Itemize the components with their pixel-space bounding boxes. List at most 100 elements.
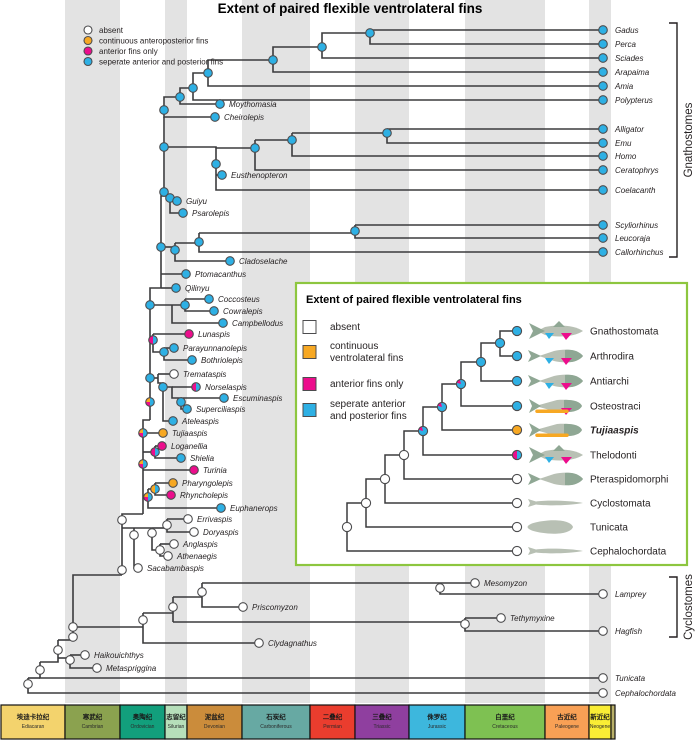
fish-body: [528, 547, 583, 555]
inset-legend-label: and posterior fins: [330, 411, 407, 422]
inset-legend-label: absent: [330, 322, 360, 333]
timescale-segment-carboniferous: 石炭纪 Carboniferous: [241, 704, 311, 740]
fish-silhouette-gale: [529, 399, 582, 415]
node-blue: [156, 242, 166, 252]
taxon-label: Moythomasia: [229, 100, 277, 109]
fin-mark-belly_o: [535, 433, 569, 437]
period-name-en: Cretaceous: [492, 724, 518, 730]
period-name-zh: 白垩纪: [495, 712, 515, 721]
legend-item: seperate anterior and posterior fins: [83, 56, 223, 66]
node-blue: [181, 269, 191, 279]
fish-silhouette-shark: [529, 321, 583, 340]
taxon-eusthenopteron: Eusthenopteron: [217, 170, 288, 180]
node-orange: [511, 424, 523, 436]
fish-fin: [528, 473, 541, 485]
taxon-tethymyxine: Tethymyxine: [496, 613, 555, 623]
fin-mark-belly_o: [535, 409, 569, 413]
node-bmw: [436, 401, 448, 413]
node-blue: [210, 112, 220, 122]
node-blue: [511, 350, 523, 362]
timescale-block: [119, 704, 166, 740]
period-name-zh: 埃迪卡拉纪: [17, 712, 50, 721]
node-blue: [158, 382, 168, 392]
inset-taxon-pteraspidomorphi: Pteraspidomorphi: [511, 472, 668, 486]
fish-fin: [564, 423, 582, 437]
taxon-label: Alligator: [614, 125, 644, 134]
node-white: [460, 619, 470, 629]
period-name-en: Cambrian: [82, 724, 104, 730]
fish-fin: [529, 447, 545, 463]
taxon-athenaegis: Athenaegis: [163, 551, 217, 561]
node-blue: [598, 165, 608, 175]
taxon-priscomyzon: Priscomyzon: [238, 602, 298, 612]
node-white: [147, 528, 157, 538]
taxon-cladoselache: Cladoselache: [225, 256, 288, 266]
period-name-zh: 侏罗纪: [427, 712, 447, 721]
node-blue: [145, 373, 155, 383]
node-blue: [598, 220, 608, 230]
node-blue: [209, 306, 219, 316]
node-white: [68, 632, 78, 642]
taxon-label: Psarolepis: [192, 209, 229, 218]
taxon-mesomyzon: Mesomyzon: [470, 578, 528, 588]
taxon-cheirolepis: Cheirolepis: [210, 112, 264, 122]
period-name-en: Jurassic: [428, 724, 447, 730]
inset-taxon-label: Tujiaaspis: [590, 426, 639, 437]
legend-item: continuous anteroposterior fins: [83, 35, 208, 45]
taxon-tujiaaspis: Tujiaaspis: [158, 428, 207, 438]
node-blue: [598, 95, 608, 105]
node-blue: [215, 99, 225, 109]
taxon-cowralepis: Cowralepis: [209, 306, 263, 316]
node-white: [129, 530, 139, 540]
fish-silhouette-eel: [528, 499, 583, 507]
inset-legend-label: seperate anterior: [330, 399, 406, 410]
taxon-label: Tethymyxine: [510, 614, 555, 623]
taxon-label: Eusthenopteron: [231, 171, 288, 180]
inset-border: [294, 281, 689, 567]
node-blue: [598, 53, 608, 63]
node-white: [254, 638, 264, 648]
node-white: [35, 665, 45, 675]
taxon-label: Superciliaspis: [196, 405, 245, 414]
taxon-bothriolepis: Bothriolepis: [187, 355, 243, 365]
taxon-ceratophrys: Ceratophrys: [598, 165, 659, 175]
node-white: [163, 551, 173, 561]
fish-fin: [528, 350, 541, 362]
period-stripe: [65, 0, 120, 703]
period-name-en: Silurian: [168, 724, 185, 730]
fish-silhouette-blob: [527, 520, 573, 534]
inset-taxon-tujiaaspis: Tujiaaspis: [511, 423, 639, 437]
node-blue: [225, 256, 235, 266]
branch: [201, 583, 243, 608]
inset-taxon-label: Osteostraci: [590, 402, 641, 413]
node-white: [598, 589, 608, 599]
timescale-block: [464, 704, 546, 740]
fish-silhouette-eel: [528, 547, 583, 555]
node-white: [470, 578, 480, 588]
taxon-label: Polypterus: [615, 96, 653, 105]
node-blue: [268, 55, 278, 65]
fin-mark-front_m: [561, 333, 572, 340]
inset-taxon-label: Antiarchi: [590, 377, 629, 388]
taxon-superciliaspis: Superciliaspis: [182, 404, 245, 414]
taxon-sacabambaspis: Sacabambaspis: [133, 563, 204, 573]
taxon-label: Tunicata: [615, 674, 646, 683]
fish-fin: [565, 472, 583, 486]
fish-fin: [553, 321, 565, 327]
node-white: [197, 587, 207, 597]
taxon-label: Errivaspis: [197, 515, 232, 524]
node-white: [511, 521, 523, 533]
timescale-segment-neogene: 新近纪 Neogene: [588, 704, 612, 740]
inset-taxon-label: Tunicata: [590, 523, 628, 534]
taxon-label: Scyliorhinus: [615, 221, 658, 230]
node-blue: [159, 105, 169, 115]
inset-legend-label: anterior fins only: [330, 379, 403, 390]
bracket-line: [669, 22, 678, 258]
taxon-scyliorhinus: Scyliorhinus: [598, 220, 658, 230]
node-white: [598, 688, 608, 698]
taxon-label: Doryaspis: [203, 528, 239, 537]
taxon-ptomacanthus: Ptomacanthus: [181, 269, 246, 279]
fin-mark-front_m: [561, 358, 572, 365]
node-omb: [143, 492, 153, 502]
node-blue: [171, 283, 181, 293]
